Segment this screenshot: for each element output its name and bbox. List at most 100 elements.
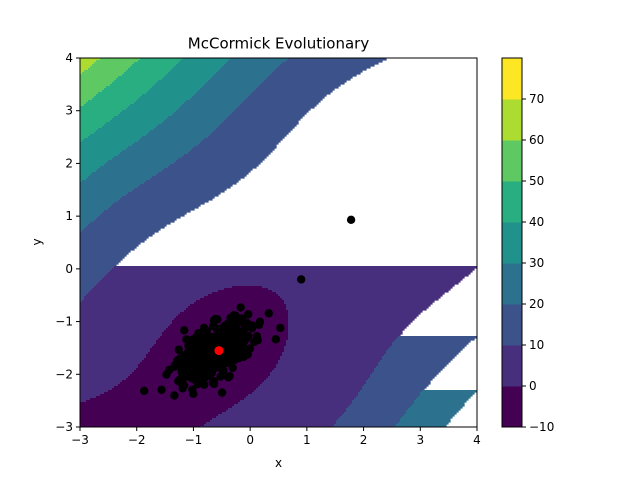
contour-band xyxy=(212,76,269,79)
contour-band xyxy=(266,78,351,81)
contour-band xyxy=(110,206,199,209)
contour-band xyxy=(80,162,107,165)
contour-band xyxy=(204,138,283,141)
contour-band xyxy=(80,258,123,261)
contour-band xyxy=(80,174,91,177)
contour-band xyxy=(80,114,119,117)
contour-band xyxy=(140,58,183,61)
contour-band xyxy=(266,378,369,381)
contour-band xyxy=(80,412,223,415)
contour-band xyxy=(102,90,149,93)
contour-band xyxy=(80,140,83,143)
contour-band xyxy=(238,402,353,405)
contour-band xyxy=(80,326,169,329)
contour-band xyxy=(80,330,165,333)
contour-band xyxy=(202,140,281,143)
x-tick-label: 1 xyxy=(303,433,311,447)
contour-band xyxy=(356,396,419,399)
population-point xyxy=(234,353,244,363)
colorbar-band xyxy=(502,222,522,264)
population-point xyxy=(243,310,253,319)
plot-area xyxy=(79,57,478,428)
x-tick-label: 2 xyxy=(360,433,368,447)
population-point xyxy=(264,309,273,318)
contour-band xyxy=(80,252,129,255)
contour-band xyxy=(80,198,121,201)
contour-band xyxy=(100,214,185,217)
contour-band xyxy=(240,104,317,107)
contour-band xyxy=(288,310,423,313)
contour-band xyxy=(282,352,387,355)
contour-band xyxy=(102,278,463,281)
contour-band xyxy=(108,272,471,275)
contour-band xyxy=(80,112,121,115)
contour-band xyxy=(276,292,445,295)
contour-band xyxy=(114,266,477,269)
contour-band xyxy=(86,178,151,181)
contour-band xyxy=(156,174,247,177)
contour-band xyxy=(80,380,123,383)
contour-band xyxy=(80,60,97,63)
contour-band xyxy=(80,222,91,225)
contour-band xyxy=(284,348,389,351)
contour-band xyxy=(80,418,213,421)
contour-band xyxy=(80,262,119,265)
contour-band xyxy=(140,184,233,187)
contour-band xyxy=(80,94,97,97)
contour-band xyxy=(128,106,181,109)
contour-band xyxy=(272,72,361,75)
contour-band xyxy=(108,160,177,163)
contour-band xyxy=(80,414,219,417)
contour-band xyxy=(280,358,383,361)
contour-band xyxy=(80,376,129,379)
contour-band xyxy=(80,226,87,229)
contour-band xyxy=(146,92,197,95)
contour-band xyxy=(174,162,261,165)
contour-band xyxy=(172,114,231,117)
contour-band xyxy=(80,256,125,259)
contour-band xyxy=(90,398,245,401)
contour-band xyxy=(80,276,105,279)
contour-band xyxy=(288,314,419,317)
contour-band xyxy=(106,122,163,125)
contour-band xyxy=(80,366,139,369)
contour-band xyxy=(80,208,109,211)
contour-band xyxy=(80,420,211,423)
colorbar-band xyxy=(502,304,522,346)
contour-band xyxy=(80,232,155,235)
contour-band xyxy=(154,128,217,131)
contour-band xyxy=(80,288,93,291)
contour-band xyxy=(210,134,287,137)
contour-band xyxy=(242,102,319,105)
contour-band xyxy=(80,350,151,353)
contour-band xyxy=(80,136,89,139)
contour-band xyxy=(80,166,101,169)
contour-band xyxy=(80,388,113,391)
contour-band xyxy=(164,168,253,171)
contour-band xyxy=(110,84,155,87)
contour-band xyxy=(258,86,339,89)
contour-band xyxy=(186,308,287,311)
contour-band xyxy=(80,58,101,61)
outlier-point xyxy=(346,215,356,225)
contour-band xyxy=(234,404,351,407)
contour-band xyxy=(80,242,141,245)
contour-band xyxy=(120,198,213,201)
contour-band xyxy=(230,58,289,61)
colorbar-tick-label: 40 xyxy=(529,215,544,229)
contour-band xyxy=(98,168,165,171)
contour-band xyxy=(194,146,277,149)
contour-band xyxy=(374,368,443,371)
contour-band xyxy=(288,324,409,327)
contour-band xyxy=(80,72,83,75)
contour-band xyxy=(190,150,273,153)
contour-band xyxy=(80,280,101,283)
contour-band xyxy=(260,384,365,387)
contour-band xyxy=(80,238,147,241)
contour-band xyxy=(80,188,135,191)
contour-band xyxy=(80,130,97,133)
outlier-point xyxy=(296,275,306,284)
contour-band xyxy=(98,128,155,131)
contour-band xyxy=(80,264,117,267)
contour-band xyxy=(80,266,115,269)
